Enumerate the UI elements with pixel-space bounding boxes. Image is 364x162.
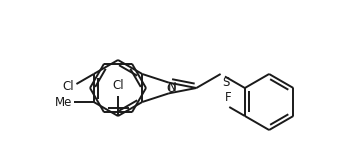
Text: O: O — [166, 82, 175, 95]
Text: Me: Me — [54, 96, 72, 109]
Text: N: N — [167, 81, 176, 94]
Text: F: F — [225, 91, 232, 104]
Text: Cl: Cl — [112, 79, 124, 92]
Text: S: S — [223, 76, 230, 89]
Text: Cl: Cl — [63, 81, 74, 93]
